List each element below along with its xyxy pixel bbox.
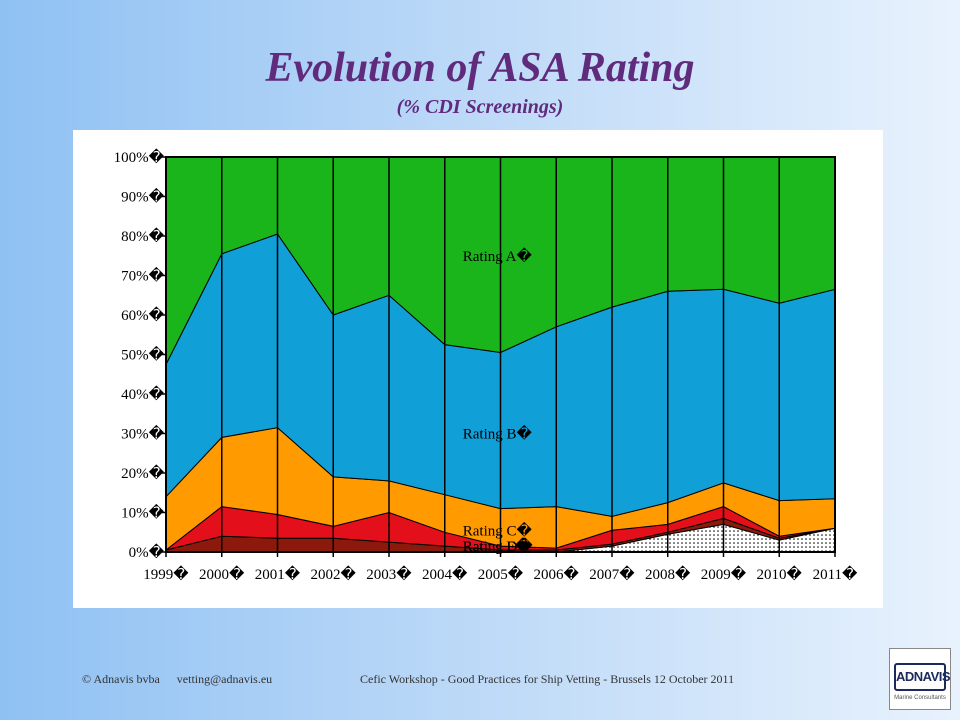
footer-event: Cefic Workshop - Good Practices for Ship…: [360, 672, 735, 686]
footer-email[interactable]: vetting@adnavis.eu: [176, 672, 273, 686]
y-tick-label: 90%�: [121, 188, 164, 206]
x-tick-label: 2007�: [589, 565, 635, 583]
y-tick-label: 30%�: [121, 425, 164, 443]
series-labels: Rating F�Rating E�Rating D�Rating C� Rati…: [463, 247, 534, 555]
label-rating-c: Rating C�: [463, 521, 533, 539]
x-tick-label: 2001�: [255, 565, 301, 583]
x-tick-label: 2002�: [311, 565, 357, 583]
x-tick-label: 2011�: [813, 565, 858, 583]
slide-title: Evolution of ASA Rating: [265, 45, 695, 91]
y-tick-label: 80%�: [121, 227, 164, 245]
footer-left: © Adnavis bvba vetting@adnavis.eu: [82, 672, 272, 687]
x-tick-label: 2004�: [422, 565, 468, 583]
x-tick-label: 2009�: [701, 565, 747, 583]
slide-subtitle: (% CDI Screenings): [396, 96, 564, 118]
chart-panel: 0%� 10%� 20%� 30%� 40%� 50%� 60%� 70%� 80%� 90%� 1…: [73, 130, 883, 608]
adnavis-logo: ADNAVIS Marine Consultants: [889, 648, 951, 710]
y-tick-label: 10%�: [121, 504, 164, 522]
label-rating-a: Rating A�: [463, 247, 533, 265]
y-tick-label: 50%�: [121, 346, 164, 364]
label-rating-d: Rating D�: [463, 537, 534, 555]
x-tick-label: 2003�: [366, 565, 412, 583]
y-tick-label: 0%�: [129, 543, 165, 561]
label-rating-f: Rating F�: [463, 537, 531, 555]
x-tick-label: 2005�: [478, 565, 524, 583]
logo-mark: ADNAVIS: [894, 663, 951, 691]
y-tick-label: 60%�: [121, 306, 164, 324]
x-tick-label: 2006�: [534, 565, 580, 583]
logo-tagline: Marine Consultants: [894, 695, 946, 701]
x-tick-label: 2010�: [757, 565, 803, 583]
gridlines: [221, 157, 780, 552]
y-tick-label: 40%�: [121, 385, 164, 403]
x-tick-label: 2000�: [199, 565, 245, 583]
y-tick-label: 100%�: [114, 148, 165, 166]
label-rating-e: Rating E�: [463, 537, 532, 555]
axes: 0%� 10%� 20%� 30%� 40%� 50%� 60%� 70%� 80%� 90%� 1…: [114, 148, 858, 583]
stacked-area-chart: 0%� 10%� 20%� 30%� 40%� 50%� 60%� 70%� 80%� 90%� 1…: [114, 148, 858, 583]
y-tick-label: 70%�: [121, 267, 164, 285]
y-tick-label: 20%�: [121, 464, 164, 482]
x-tick-label: 1999�: [143, 565, 189, 583]
x-tick-label: 2008�: [645, 565, 691, 583]
footer-copyright: © Adnavis bvba: [82, 672, 160, 686]
label-rating-b: Rating B�: [463, 425, 533, 443]
